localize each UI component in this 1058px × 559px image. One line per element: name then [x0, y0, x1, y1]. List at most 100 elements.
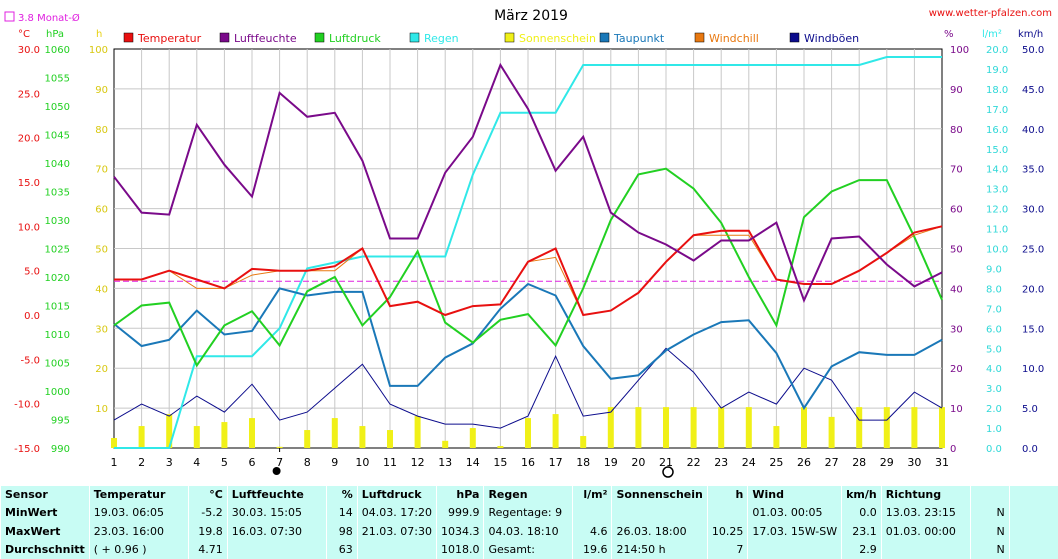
sunshine-bar — [718, 407, 725, 448]
stats-cell: 7 — [706, 540, 748, 559]
stats-col-sun-unit: h — [706, 486, 748, 505]
legend-label: Taupunkt — [613, 32, 665, 45]
stats-cell: 01.03. 00:00 — [880, 522, 971, 541]
stats-col-press-unit: hPa — [435, 486, 484, 505]
rain-axis-tick-label: 12.0 — [986, 205, 1008, 216]
sunshine-bar — [304, 430, 311, 448]
press-unit: hPa — [46, 29, 64, 40]
hum-axis-tick-label: 70 — [950, 165, 963, 176]
wind-axis-tick-label: 5.0 — [1022, 404, 1038, 415]
wind-axis-tick-label: 15.0 — [1022, 324, 1044, 335]
hum-axis-tick-label: 60 — [950, 205, 963, 216]
x-tick-label: 14 — [466, 456, 480, 469]
x-tick-label: 30 — [907, 456, 921, 469]
sun-axis-tick-label: 70 — [95, 165, 108, 176]
stats-cell: 14 — [325, 504, 358, 523]
series-line-windböen — [113, 347, 943, 429]
stats-col-sensor: Sensor — [0, 486, 90, 505]
stats-cell — [611, 504, 708, 523]
stats-cell: 04.03. 17:20 — [356, 504, 437, 523]
stats-row-min: MinWert 19.03. 06:05 -5.2 30.03. 15:05 1… — [0, 504, 1058, 523]
stats-cell — [747, 540, 842, 559]
press-axis-tick-label: 1040 — [45, 159, 70, 170]
x-tick-label: 16 — [521, 456, 535, 469]
sunshine-bar — [249, 418, 255, 448]
x-tick-label: 31 — [935, 456, 949, 469]
stats-cell: 0.0 — [841, 504, 882, 523]
x-tick-label: 9 — [331, 456, 338, 469]
press-axis-tick-label: 1055 — [45, 74, 70, 85]
sunshine-bar — [635, 407, 642, 448]
sunshine-bar — [552, 414, 559, 448]
legend-swatch — [123, 32, 134, 43]
series-line-luftdruck — [113, 167, 943, 368]
legend-label: Windböen — [804, 32, 859, 45]
hum-axis-tick-label: 100 — [950, 45, 969, 56]
stats-cell-spacer — [1008, 504, 1058, 523]
x-tick-label: 22 — [687, 456, 701, 469]
stats-header-row: Sensor Temperatur °C Luftfeuchte % Luftd… — [0, 486, 1058, 505]
site-link[interactable]: www.wetter-pfalzen.com — [929, 8, 1052, 19]
stats-col-rain-unit: l/m² — [572, 486, 612, 505]
rain-axis-tick-label: 13.0 — [986, 185, 1008, 196]
legend-swatch — [409, 32, 420, 43]
rain-axis-tick-label: 4.0 — [986, 364, 1002, 375]
wind-axis-tick-label: 35.0 — [1022, 165, 1044, 176]
press-axis-tick-label: 1025 — [45, 245, 70, 256]
sunshine-bar — [387, 430, 393, 448]
temp-axis-tick-label: 30.0 — [18, 45, 40, 56]
rain-axis-tick-label: 6.0 — [986, 324, 1002, 335]
sun-axis-tick-label: 20 — [95, 364, 108, 375]
hum-axis-tick-label: 10 — [950, 404, 963, 415]
stats-cell: 26.03. 18:00 — [611, 522, 708, 541]
wind-axis-tick-label: 10.0 — [1022, 364, 1044, 375]
stats-cell: Gesamt: — [483, 540, 573, 559]
press-axis-tick-label: 1005 — [45, 359, 70, 370]
rain-axis-tick-label: 5.0 — [986, 344, 1002, 355]
stats-cell: 23.1 — [841, 522, 882, 541]
stats-row-max: MaxWert 23.03. 16:00 19.8 16.03. 07:30 9… — [0, 522, 1058, 541]
stats-cell: 19.8 — [187, 522, 228, 541]
stats-cell-spacer — [1008, 540, 1058, 559]
x-tick-label: 8 — [304, 456, 311, 469]
x-tick-label: 5 — [221, 456, 228, 469]
series-line-temperatur — [114, 225, 943, 317]
stats-cell: 16.03. 07:30 — [226, 522, 327, 541]
press-axis-tick-label: 1035 — [45, 188, 70, 199]
stats-col-hum: Luftfeuchte — [226, 486, 327, 505]
legend-swatch — [694, 32, 705, 43]
legend-label: Sonnenschein — [519, 32, 596, 45]
x-tick-label: 4 — [193, 456, 200, 469]
rain-axis-tick-label: 0.0 — [986, 444, 1002, 455]
weather-chart: März 2019 www.wetter-pfalzen.com 3.8 Mon… — [4, 8, 1052, 478]
stats-cell: N — [969, 540, 1010, 559]
sunshine-bar — [828, 416, 835, 448]
full-moon-icon — [662, 466, 674, 478]
legend-swatch — [789, 32, 800, 43]
legend-swatch — [599, 32, 610, 43]
rain-axis-tick-label: 15.0 — [986, 145, 1008, 156]
rain-axis-tick-label: 2.0 — [986, 404, 1002, 415]
sunshine-bar — [911, 407, 918, 448]
press-axis-tick-label: 1020 — [45, 273, 70, 284]
stats-col-dir-val — [969, 486, 1010, 505]
press-axis-tick-label: 1010 — [45, 330, 70, 341]
stats-panel: Sensor Temperatur °C Luftfeuchte % Luftd… — [0, 486, 1058, 559]
sunshine-bar — [801, 407, 807, 448]
stats-col-spacer — [1008, 486, 1058, 505]
temp-axis-tick-label: 0.0 — [24, 311, 40, 322]
stats-cell: N — [969, 504, 1010, 523]
stats-cell: 19.6 — [572, 540, 612, 559]
x-tick-label: 1 — [111, 456, 118, 469]
sun-axis-tick-label: 30 — [95, 324, 108, 335]
stats-col-temp-unit: °C — [187, 486, 228, 505]
x-tick-label: 10 — [355, 456, 369, 469]
chart-title: März 2019 — [494, 8, 568, 24]
x-tick-label: 11 — [383, 456, 397, 469]
stats-cell: 17.03. 15W-SW — [747, 522, 842, 541]
sunshine-bar — [138, 426, 145, 448]
stats-cell: 1034.3 — [435, 522, 484, 541]
series-line-regen — [114, 56, 942, 449]
rain-axis-tick-label: 20.0 — [986, 45, 1008, 56]
rain-axis-tick-label: 17.0 — [986, 105, 1008, 116]
